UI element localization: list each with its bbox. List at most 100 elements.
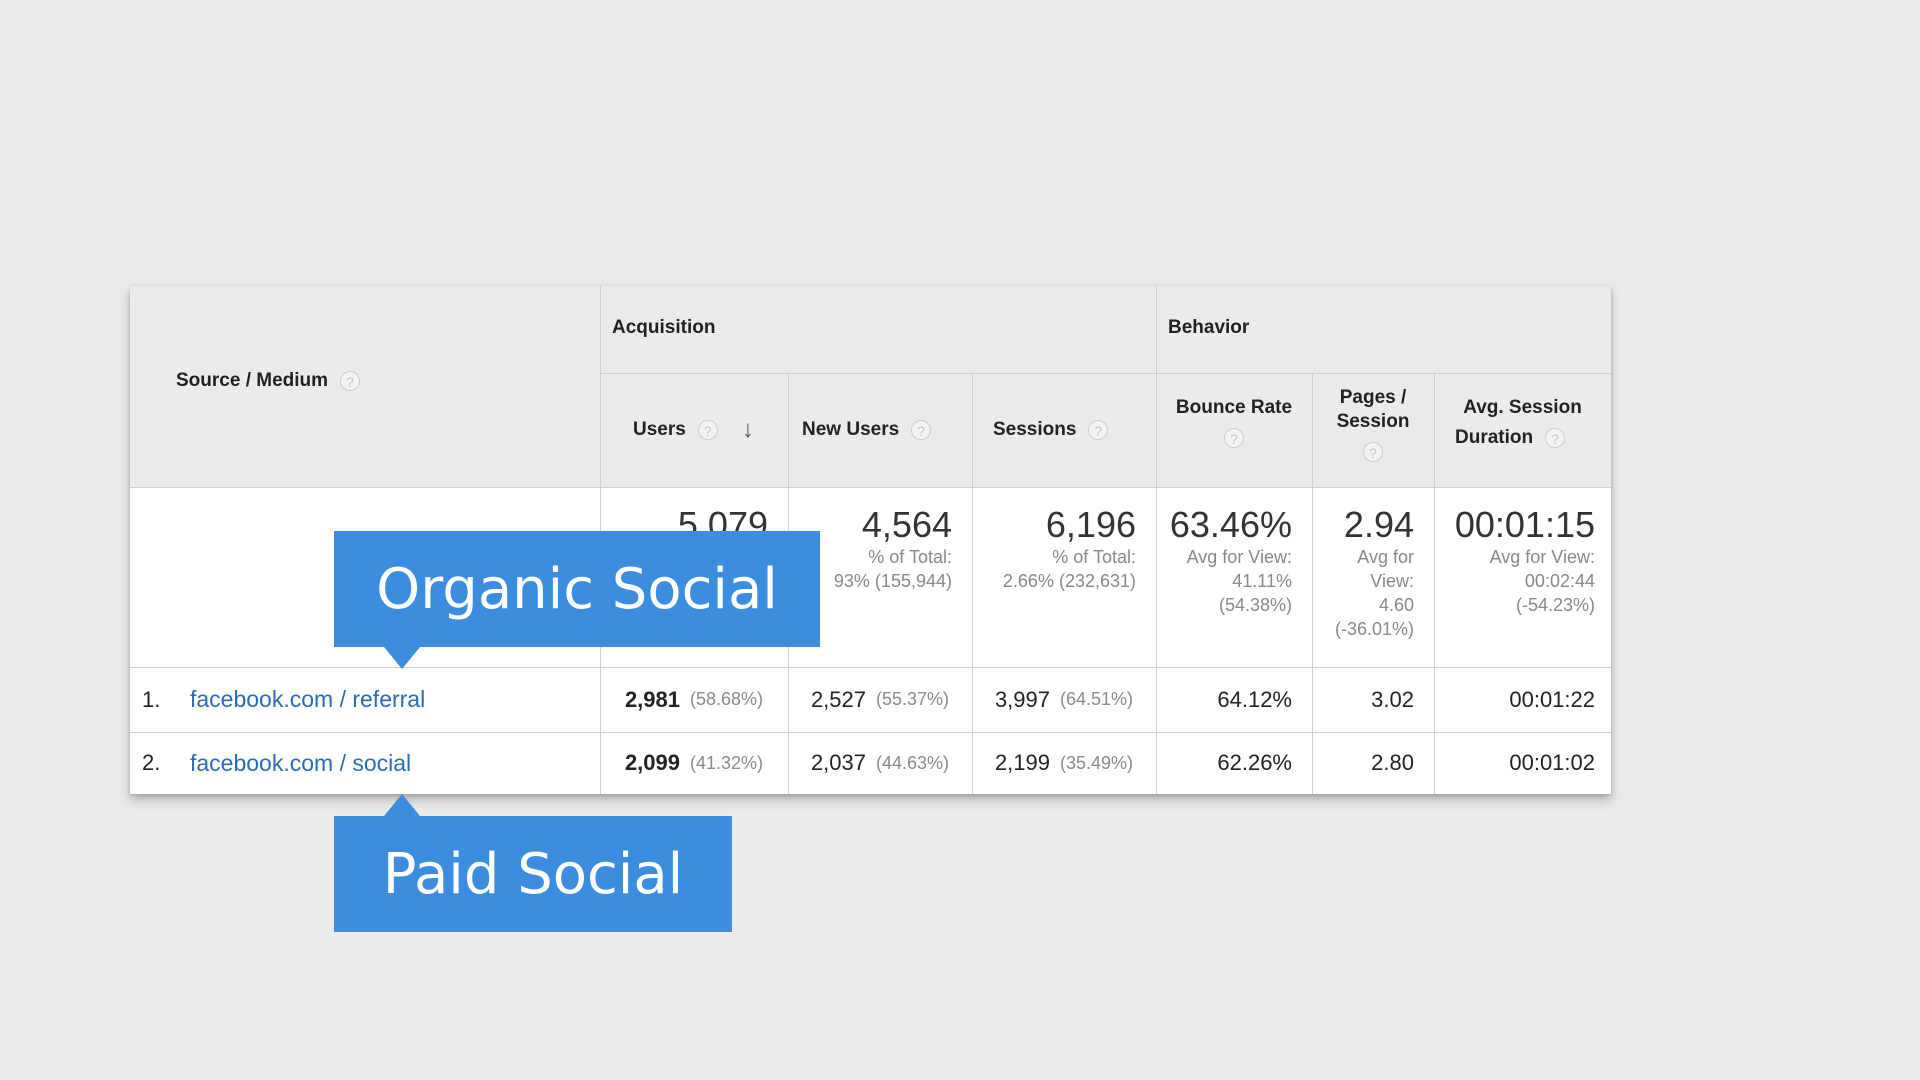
avg-session-header-line1[interactable]: Avg. Session xyxy=(1463,397,1582,418)
row-2-bounce-rate: 62.26% xyxy=(1156,732,1312,794)
total-pages-sub2: View: xyxy=(1370,571,1414,591)
total-new-users: 4,564 % of Total: 93% (155,944) xyxy=(788,487,972,667)
total-duration-sub3: (-54.23%) xyxy=(1515,595,1595,615)
row-1-users-pct: (58.68%) xyxy=(690,689,764,709)
row-1-duration-value: 00:01:22 xyxy=(1509,686,1595,712)
source-link-facebook-social[interactable]: facebook.com / social xyxy=(190,749,412,776)
row-1-sessions-value: 3,997 xyxy=(994,686,1050,712)
organic-social-label: Organic Social xyxy=(376,556,778,622)
organic-callout-pointer xyxy=(384,647,420,669)
paid-social-label: Paid Social xyxy=(382,841,684,907)
analytics-report-table: Source / Medium ? Acquisition Behavior U… xyxy=(130,286,1611,794)
divider xyxy=(130,487,1611,488)
help-icon[interactable]: ? xyxy=(1088,420,1109,440)
sessions-column-header[interactable]: Sessions ? xyxy=(972,373,1156,487)
divider xyxy=(130,667,1611,668)
row-2-users: 2,099 (41.32%) xyxy=(600,732,788,794)
total-bounce-rate-value: 63.46% xyxy=(1169,504,1292,545)
total-new-users-sub1: % of Total: xyxy=(868,547,952,567)
acquisition-label: Acquisition xyxy=(612,317,716,338)
divider xyxy=(600,373,1611,374)
total-bounce-sub2: 41.11% xyxy=(1232,571,1292,591)
divider xyxy=(1312,373,1313,794)
row-2-new-users-value: 2,037 xyxy=(810,750,866,775)
total-avg-session-duration: 00:01:15 Avg for View: 00:02:44 (-54.23%… xyxy=(1434,487,1611,667)
help-icon[interactable]: ? xyxy=(340,371,361,391)
behavior-group-header: Behavior xyxy=(1156,286,1611,373)
total-pages-sub4: (-36.01%) xyxy=(1334,619,1414,639)
bounce-rate-header-label[interactable]: Bounce Rate xyxy=(1175,397,1293,418)
row-2-new-users: 2,037 (44.63%) xyxy=(788,732,972,794)
row-1-new-users-value: 2,527 xyxy=(810,686,866,712)
total-sessions-sub1: % of Total: xyxy=(1052,547,1136,567)
row-1-sessions: 3,997 (64.51%) xyxy=(972,667,1156,732)
source-medium-header[interactable]: Source / Medium xyxy=(176,370,329,391)
sessions-header-label[interactable]: Sessions xyxy=(993,419,1077,440)
row-1-pages-value: 3.02 xyxy=(1371,686,1414,712)
total-new-users-sub2: 93% (155,944) xyxy=(833,571,952,591)
row-2-sessions-pct: (35.49%) xyxy=(1060,752,1134,773)
total-sessions-value: 6,196 xyxy=(1045,504,1136,545)
total-bounce-rate: 63.46% Avg for View: 41.11% (54.38%) xyxy=(1156,487,1312,667)
avg-session-header-line2[interactable]: Duration xyxy=(1455,427,1534,448)
row-1-new-users: 2,527 (55.37%) xyxy=(788,667,972,732)
total-pages-sub1: Avg for xyxy=(1357,547,1414,567)
row-1-sessions-pct: (64.51%) xyxy=(1060,689,1134,709)
total-duration-sub2: 00:02:44 xyxy=(1524,571,1595,591)
new-users-header-label[interactable]: New Users xyxy=(802,419,900,440)
row-2-duration: 00:01:02 xyxy=(1434,732,1611,794)
row-2-pages-session: 2.80 xyxy=(1312,732,1434,794)
paid-social-callout: Paid Social xyxy=(334,816,732,932)
total-pages-session: 2.94 Avg for View: 4.60 (-36.01%) xyxy=(1312,487,1434,667)
row-1-duration: 00:01:22 xyxy=(1434,667,1611,732)
pages-session-header-line2[interactable]: Session xyxy=(1336,411,1410,432)
total-duration-sub1: Avg for View: xyxy=(1489,547,1595,567)
bounce-rate-column-header[interactable]: Bounce Rate ? xyxy=(1156,373,1312,487)
total-sessions: 6,196 % of Total: 2.66% (232,631) xyxy=(972,487,1156,667)
row-1-bounce-rate-value: 64.12% xyxy=(1217,686,1292,712)
row-2-bounce-rate-value: 62.26% xyxy=(1217,750,1292,775)
source-link-facebook-referral[interactable]: facebook.com / referral xyxy=(190,686,426,712)
help-icon[interactable]: ? xyxy=(911,420,932,440)
divider xyxy=(1156,286,1157,794)
avg-session-duration-column-header[interactable]: Avg. Session Duration ? xyxy=(1434,373,1611,487)
sort-descending-icon[interactable]: ↓ xyxy=(741,416,754,443)
row-index: 1. xyxy=(142,686,161,712)
total-pages-value: 2.94 xyxy=(1343,504,1414,545)
row-1-bounce-rate: 64.12% xyxy=(1156,667,1312,732)
help-icon[interactable]: ? xyxy=(1224,427,1244,448)
source-medium-header-cell: Source / Medium ? xyxy=(130,286,600,487)
pages-session-column-header[interactable]: Pages / Session ? xyxy=(1312,373,1434,487)
table-row-1-source: 1. facebook.com / referral xyxy=(130,667,600,732)
divider xyxy=(1434,373,1435,794)
row-1-pages-session: 3.02 xyxy=(1312,667,1434,732)
row-2-pages-value: 2.80 xyxy=(1371,750,1414,775)
divider xyxy=(130,732,1611,733)
row-index: 2. xyxy=(142,750,161,775)
help-icon[interactable]: ? xyxy=(697,420,718,440)
help-icon[interactable]: ? xyxy=(1545,428,1566,448)
row-1-new-users-pct: (55.37%) xyxy=(876,689,950,709)
total-bounce-sub3: (54.38%) xyxy=(1218,595,1292,615)
users-header-label[interactable]: Users xyxy=(633,419,686,440)
table-row-2-source: 2. facebook.com / social xyxy=(130,732,600,794)
pages-session-header-line1[interactable]: Pages / xyxy=(1339,387,1407,408)
total-bounce-sub1: Avg for View: xyxy=(1186,547,1292,567)
behavior-label: Behavior xyxy=(1168,317,1250,338)
users-column-header[interactable]: Users ? ↓ xyxy=(600,373,788,487)
total-duration-value: 00:01:15 xyxy=(1454,504,1595,545)
total-sessions-sub2: 2.66% (232,631) xyxy=(1002,571,1136,591)
divider xyxy=(972,373,973,794)
organic-social-callout: Organic Social xyxy=(334,531,820,647)
row-2-sessions: 2,199 (35.49%) xyxy=(972,732,1156,794)
row-2-users-value: 2,099 xyxy=(624,750,680,775)
row-1-users: 2,981 (58.68%) xyxy=(600,667,788,732)
total-pages-sub3: 4.60 xyxy=(1378,595,1414,615)
new-users-column-header[interactable]: New Users ? xyxy=(788,373,972,487)
total-new-users-value: 4,564 xyxy=(861,504,952,545)
acquisition-group-header: Acquisition xyxy=(600,286,1156,373)
paid-callout-pointer xyxy=(384,794,420,816)
row-1-users-value: 2,981 xyxy=(624,686,680,712)
row-2-duration-value: 00:01:02 xyxy=(1509,750,1595,775)
help-icon[interactable]: ? xyxy=(1363,441,1383,462)
